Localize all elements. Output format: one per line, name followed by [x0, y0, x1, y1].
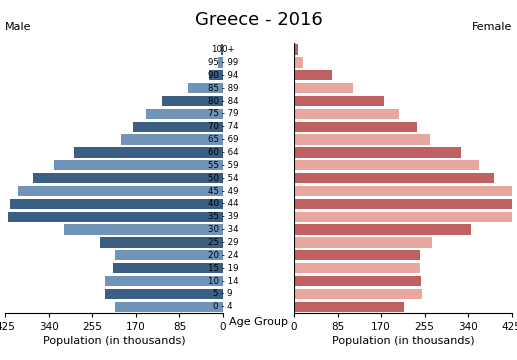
Bar — [294, 173, 494, 183]
Bar — [294, 57, 303, 68]
Text: Female: Female — [472, 22, 512, 32]
Bar — [161, 96, 223, 106]
Bar — [209, 70, 223, 81]
X-axis label: Age Group: Age Group — [229, 318, 288, 327]
Bar — [221, 45, 223, 55]
Bar — [294, 276, 421, 286]
Text: Male: Male — [5, 22, 32, 32]
Bar — [294, 289, 422, 299]
Bar — [294, 70, 332, 81]
Bar — [54, 160, 223, 171]
Bar — [294, 96, 384, 106]
Bar — [18, 186, 223, 196]
Bar — [113, 263, 223, 273]
Bar — [294, 147, 461, 158]
Bar — [10, 199, 223, 209]
Bar — [294, 122, 417, 132]
Bar — [115, 250, 223, 261]
Bar — [115, 302, 223, 312]
Bar — [294, 250, 420, 261]
Bar — [294, 212, 512, 222]
Bar — [294, 237, 432, 248]
Bar — [188, 83, 223, 93]
Bar — [218, 57, 223, 68]
Bar — [74, 147, 223, 158]
Bar — [34, 173, 223, 183]
Bar — [294, 263, 420, 273]
Bar — [133, 122, 223, 132]
Bar — [294, 160, 479, 171]
Bar — [100, 237, 223, 248]
Bar — [294, 186, 512, 196]
X-axis label: Population (in thousands): Population (in thousands) — [43, 336, 186, 346]
X-axis label: Population (in thousands): Population (in thousands) — [331, 336, 474, 346]
Bar — [294, 83, 353, 93]
Bar — [146, 109, 223, 119]
Bar — [105, 276, 223, 286]
Bar — [294, 302, 404, 312]
Text: Greece - 2016: Greece - 2016 — [194, 11, 323, 29]
Bar — [64, 225, 223, 235]
Bar — [105, 289, 223, 299]
Bar — [294, 45, 298, 55]
Bar — [8, 212, 223, 222]
Bar — [294, 135, 430, 145]
Bar — [294, 225, 471, 235]
Bar — [294, 109, 399, 119]
Bar — [294, 199, 514, 209]
Bar — [120, 135, 223, 145]
